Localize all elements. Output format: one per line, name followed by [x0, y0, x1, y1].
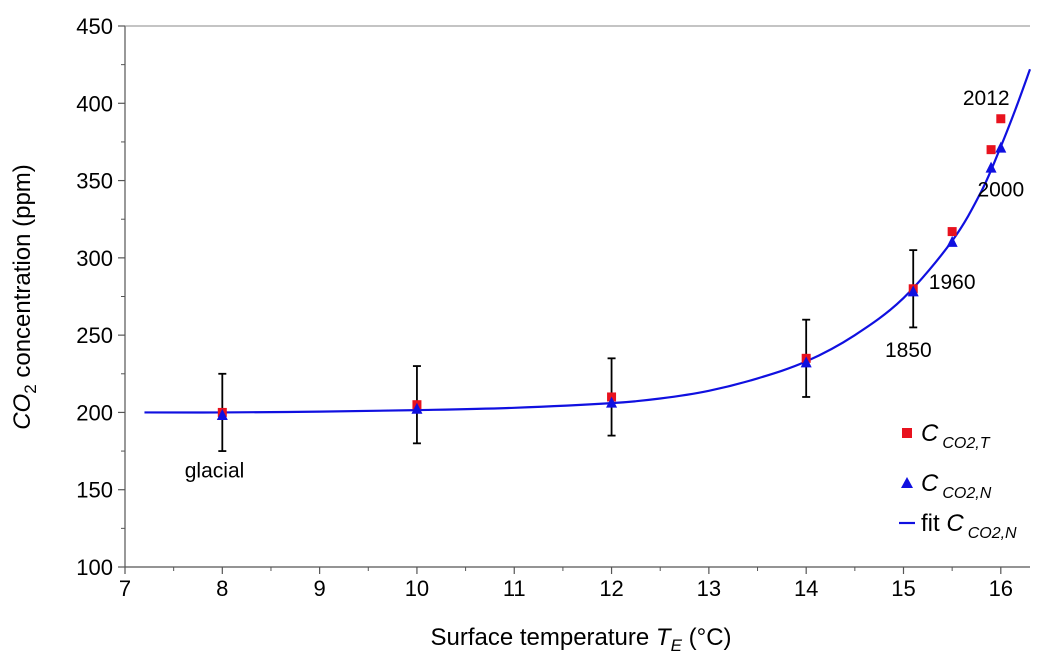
square-marker [986, 145, 996, 155]
axes: 100 150 200 250 300 350 400 450 7 8 9 10 11 12 13 14 15 1… [76, 14, 1030, 601]
legend-square-marker [902, 428, 912, 438]
x-tick-label: 12 [599, 576, 623, 601]
annotation-label: 1850 [885, 339, 932, 362]
fit-line-group [144, 68, 1032, 414]
markers [216, 114, 1007, 420]
y-tick-label: 150 [76, 478, 113, 503]
y-axis-title: CO2 concentration (ppm) [9, 164, 40, 430]
triangle-marker [946, 235, 958, 247]
error-bars [218, 249, 918, 452]
triangle-marker [800, 356, 812, 368]
annotations: glacial 1850 1960 2000 2012 [185, 87, 1024, 483]
x-tick-label: 14 [794, 576, 818, 601]
y-tick-label: 100 [76, 555, 113, 580]
x-tick-label: 9 [313, 576, 325, 601]
y-tick-label: 200 [76, 400, 113, 425]
legend-label: fit C CO2,N [921, 510, 1017, 542]
annotation-label: 1960 [929, 271, 976, 294]
triangle-marker [995, 141, 1007, 153]
legend-label: C CO2,T [921, 420, 991, 452]
x-tick-label: 15 [891, 576, 915, 601]
y-tick-label: 450 [76, 14, 113, 39]
triangle-marker [606, 396, 618, 408]
legend-label: C CO2,N [921, 470, 992, 502]
x-tick-label: 8 [216, 576, 228, 601]
legend: C CO2,T C CO2,N fit C CO2,N [899, 420, 1017, 542]
x-tick-label: 7 [119, 576, 131, 601]
y-tick-label: 350 [76, 169, 113, 194]
annotation-label: 2012 [963, 87, 1010, 110]
triangle-marker [985, 161, 997, 173]
triangle-marker [411, 402, 423, 414]
y-tick-label: 250 [76, 323, 113, 348]
x-tick-label: 10 [405, 576, 429, 601]
triangle-marker [216, 408, 228, 420]
triangle-marker [907, 285, 919, 297]
x-tick-label: 16 [989, 576, 1013, 601]
fit-line [144, 68, 1032, 414]
annotation-label: 2000 [977, 178, 1024, 201]
annotation-label: glacial [185, 460, 245, 483]
square-marker [996, 114, 1006, 124]
y-tick-label: 400 [76, 91, 113, 116]
x-axis-title: Surface temperature TE (°C) [430, 624, 731, 655]
legend-triangle-marker [901, 477, 913, 488]
x-tick-label: 13 [697, 576, 721, 601]
x-tick-label: 11 [503, 576, 526, 601]
y-tick-label: 300 [76, 246, 113, 271]
square-marker [947, 227, 957, 237]
